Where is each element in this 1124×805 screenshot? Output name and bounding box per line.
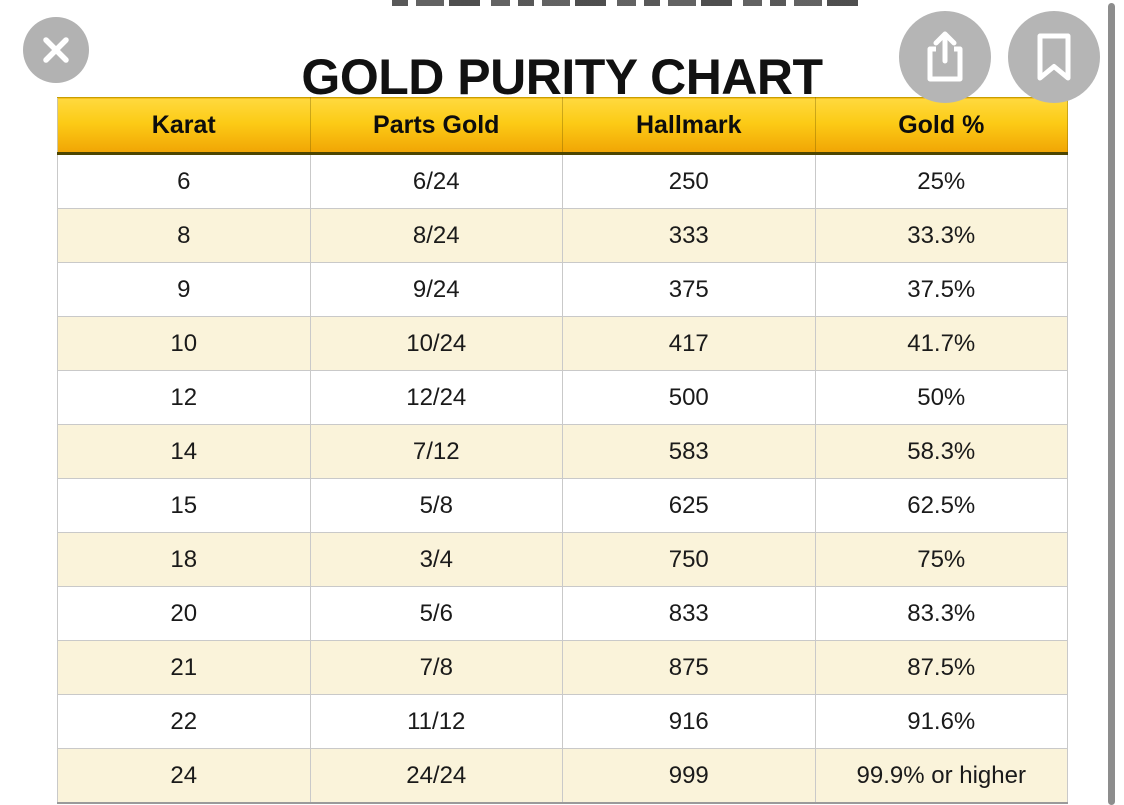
table-cell: 18 <box>57 532 311 587</box>
table-cell: 333 <box>562 208 816 263</box>
table-row: 12 12/24 500 50% <box>57 370 1068 425</box>
table-cell: 10/24 <box>309 316 563 371</box>
page-title: GOLD PURITY CHART <box>301 48 823 105</box>
table-cell: 99.9% or higher <box>814 748 1068 804</box>
table-cell: 41.7% <box>814 316 1068 371</box>
table-cell: 15 <box>57 478 311 533</box>
table-row: 9 9/24 375 37.5% <box>57 262 1068 317</box>
bookmark-icon <box>1032 31 1076 83</box>
column-header-karat: Karat <box>57 97 311 155</box>
table-cell: 12 <box>57 370 311 425</box>
column-header-parts-gold: Parts Gold <box>309 97 563 155</box>
table-cell: 999 <box>562 748 816 804</box>
table-cell: 375 <box>562 262 816 317</box>
table-cell: 87.5% <box>814 640 1068 695</box>
gold-purity-table: Karat Parts Gold Hallmark Gold % 6 6/24 25… <box>57 97 1068 804</box>
table-cell: 12/24 <box>309 370 563 425</box>
table-cell: 8/24 <box>309 208 563 263</box>
share-button[interactable] <box>899 11 991 103</box>
table-cell: 20 <box>57 586 311 641</box>
table-cell: 14 <box>57 424 311 479</box>
table-cell: 8 <box>57 208 311 263</box>
table-cell: 22 <box>57 694 311 749</box>
table-cell: 11/12 <box>309 694 563 749</box>
table-cell: 21 <box>57 640 311 695</box>
table-cell: 83.3% <box>814 586 1068 641</box>
table-cell: 7/12 <box>309 424 563 479</box>
table-cell: 25% <box>814 153 1068 209</box>
table-row: 6 6/24 250 25% <box>57 153 1068 209</box>
column-header-gold-pct: Gold % <box>814 97 1068 155</box>
table-cell: 6/24 <box>309 153 563 209</box>
table-row: 14 7/12 583 58.3% <box>57 424 1068 479</box>
table-cell: 62.5% <box>814 478 1068 533</box>
table-row: 20 5/6 833 83.3% <box>57 586 1068 641</box>
table-cell: 7/8 <box>309 640 563 695</box>
table-cell: 6 <box>57 153 311 209</box>
table-cell: 916 <box>562 694 816 749</box>
close-icon <box>39 33 73 67</box>
table-cell: 5/8 <box>309 478 563 533</box>
share-icon <box>919 29 971 85</box>
table-cell: 37.5% <box>814 262 1068 317</box>
table-row: 10 10/24 417 41.7% <box>57 316 1068 371</box>
table-row: 21 7/8 875 87.5% <box>57 640 1068 695</box>
column-header-hallmark: Hallmark <box>562 97 816 155</box>
table-cell: 9/24 <box>309 262 563 317</box>
table-cell: 58.3% <box>814 424 1068 479</box>
table-cell: 50% <box>814 370 1068 425</box>
table-cell: 10 <box>57 316 311 371</box>
vertical-scrollbar-thumb[interactable] <box>1108 3 1115 805</box>
table-cell: 875 <box>562 640 816 695</box>
bookmark-button[interactable] <box>1008 11 1100 103</box>
table-cell: 24 <box>57 748 311 804</box>
table-cell: 5/6 <box>309 586 563 641</box>
table-cell: 250 <box>562 153 816 209</box>
table-cell: 3/4 <box>309 532 563 587</box>
close-button[interactable] <box>23 17 89 83</box>
table-cell: 91.6% <box>814 694 1068 749</box>
table-row: 24 24/24 999 99.9% or higher <box>57 748 1068 804</box>
table-cell: 833 <box>562 586 816 641</box>
clipped-content-remnant <box>392 0 858 6</box>
table-row: 18 3/4 750 75% <box>57 532 1068 587</box>
table-header-row: Karat Parts Gold Hallmark Gold % <box>57 97 1068 155</box>
table-body: 6 6/24 250 25% 8 8/24 333 33.3% 9 9/24 375 37.5% 10 1… <box>57 153 1068 804</box>
table-cell: 625 <box>562 478 816 533</box>
table-cell: 33.3% <box>814 208 1068 263</box>
table-cell: 750 <box>562 532 816 587</box>
table-cell: 500 <box>562 370 816 425</box>
table-cell: 583 <box>562 424 816 479</box>
table-row: 8 8/24 333 33.3% <box>57 208 1068 263</box>
table-cell: 75% <box>814 532 1068 587</box>
table-cell: 9 <box>57 262 311 317</box>
table-cell: 417 <box>562 316 816 371</box>
table-row: 15 5/8 625 62.5% <box>57 478 1068 533</box>
table-row: 22 11/12 916 91.6% <box>57 694 1068 749</box>
table-cell: 24/24 <box>309 748 563 804</box>
